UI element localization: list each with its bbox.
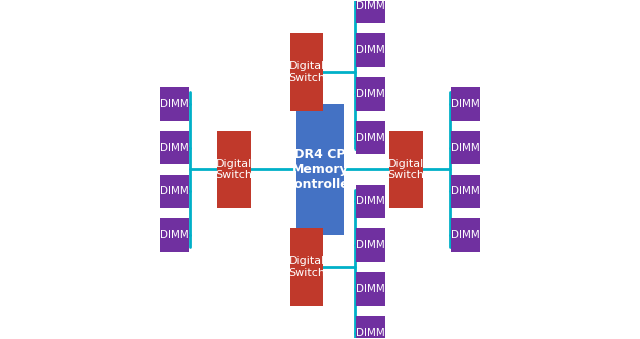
FancyBboxPatch shape [356, 316, 385, 339]
FancyBboxPatch shape [356, 272, 385, 306]
FancyBboxPatch shape [356, 121, 385, 154]
FancyBboxPatch shape [451, 131, 480, 164]
FancyBboxPatch shape [356, 33, 385, 67]
Text: Digital
Switch: Digital Switch [288, 256, 325, 278]
FancyBboxPatch shape [356, 0, 385, 23]
FancyBboxPatch shape [160, 87, 189, 121]
FancyBboxPatch shape [160, 218, 189, 252]
Text: DIMM: DIMM [451, 143, 480, 153]
Text: Digital
Switch: Digital Switch [288, 61, 325, 83]
Text: DIMM: DIMM [356, 133, 385, 142]
FancyBboxPatch shape [217, 131, 251, 208]
Text: DIMM: DIMM [160, 143, 189, 153]
Text: DIMM: DIMM [356, 45, 385, 55]
FancyBboxPatch shape [451, 218, 480, 252]
FancyBboxPatch shape [290, 33, 323, 111]
Text: DIMM: DIMM [160, 186, 189, 196]
Text: DIMM: DIMM [451, 186, 480, 196]
Text: DDR4 CPU
Memory
Controller: DDR4 CPU Memory Controller [284, 148, 356, 191]
Text: DIMM: DIMM [356, 197, 385, 206]
FancyBboxPatch shape [356, 77, 385, 111]
FancyBboxPatch shape [356, 185, 385, 218]
FancyBboxPatch shape [296, 104, 344, 235]
FancyBboxPatch shape [160, 131, 189, 164]
Text: DIMM: DIMM [451, 230, 480, 240]
Text: Digital
Switch: Digital Switch [387, 159, 424, 180]
Text: DIMM: DIMM [160, 230, 189, 240]
FancyBboxPatch shape [160, 175, 189, 208]
FancyBboxPatch shape [451, 175, 480, 208]
Text: DIMM: DIMM [356, 89, 385, 99]
Text: DIMM: DIMM [356, 284, 385, 294]
FancyBboxPatch shape [451, 87, 480, 121]
FancyBboxPatch shape [290, 228, 323, 306]
Text: DIMM: DIMM [356, 328, 385, 338]
Text: DIMM: DIMM [451, 99, 480, 109]
Text: Digital
Switch: Digital Switch [216, 159, 253, 180]
FancyBboxPatch shape [356, 228, 385, 262]
FancyBboxPatch shape [389, 131, 423, 208]
Text: DIMM: DIMM [160, 99, 189, 109]
Text: DIMM: DIMM [356, 1, 385, 11]
Text: DIMM: DIMM [356, 240, 385, 250]
